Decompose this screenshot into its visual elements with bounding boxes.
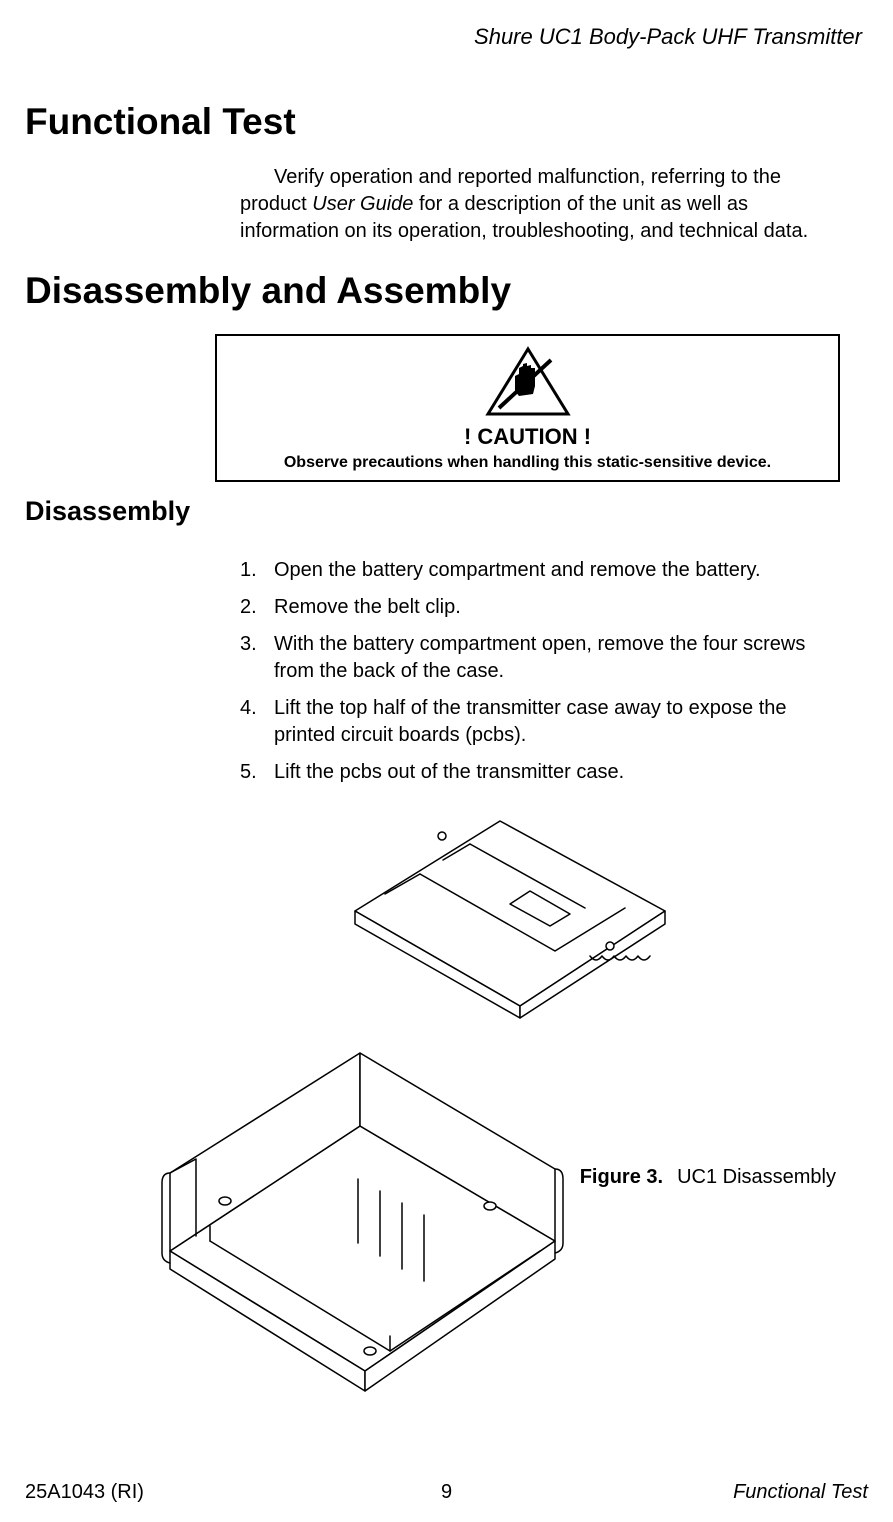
disassembly-steps-block: 1.Open the battery compartment and remov… xyxy=(240,557,840,786)
para-text-italic: User Guide xyxy=(312,193,413,215)
step-number: 4. xyxy=(240,695,274,749)
list-item: 1.Open the battery compartment and remov… xyxy=(240,557,840,584)
esd-warning-icon xyxy=(485,346,571,418)
heading-disassembly-assembly: Disassembly and Assembly xyxy=(25,269,868,313)
step-number: 2. xyxy=(240,594,274,621)
step-text: Lift the top half of the transmitter cas… xyxy=(274,695,840,749)
figure-caption-text: UC1 Disassembly xyxy=(677,1166,836,1188)
step-number: 1. xyxy=(240,557,274,584)
figure-area: Figure 3. UC1 Disassembly xyxy=(25,796,868,1426)
figure-caption: Figure 3. UC1 Disassembly xyxy=(580,1166,836,1189)
heading-functional-test: Functional Test xyxy=(25,100,868,144)
step-text: Open the battery compartment and remove … xyxy=(274,557,840,584)
caution-text: Observe precautions when handling this s… xyxy=(225,454,830,472)
step-text: Remove the belt clip. xyxy=(274,594,840,621)
step-text: Lift the pcbs out of the transmitter cas… xyxy=(274,759,840,786)
heading-disassembly: Disassembly xyxy=(25,496,868,527)
figure-top-case-icon xyxy=(325,796,690,1026)
step-number: 3. xyxy=(240,631,274,685)
functional-test-body: Verify operation and reported malfunctio… xyxy=(240,164,840,245)
footer-page-number: 9 xyxy=(25,1481,868,1504)
list-item: 4.Lift the top half of the transmitter c… xyxy=(240,695,840,749)
page-header-title: Shure UC1 Body-Pack UHF Transmitter xyxy=(25,24,868,50)
caution-box: ! CAUTION ! Observe precautions when han… xyxy=(215,334,840,482)
step-number: 5. xyxy=(240,759,274,786)
caution-title: ! CAUTION ! xyxy=(225,424,830,450)
step-text: With the battery compartment open, remov… xyxy=(274,631,840,685)
list-item: 3.With the battery compartment open, rem… xyxy=(240,631,840,685)
disassembly-steps-list: 1.Open the battery compartment and remov… xyxy=(240,557,840,786)
figure-bottom-case-icon xyxy=(140,1051,570,1411)
page-footer: 25A1043 (RI) 9 Functional Test xyxy=(25,1481,868,1504)
list-item: 2.Remove the belt clip. xyxy=(240,594,840,621)
figure-label: Figure 3. xyxy=(580,1166,663,1188)
list-item: 5.Lift the pcbs out of the transmitter c… xyxy=(240,759,840,786)
functional-test-paragraph: Verify operation and reported malfunctio… xyxy=(240,164,840,245)
